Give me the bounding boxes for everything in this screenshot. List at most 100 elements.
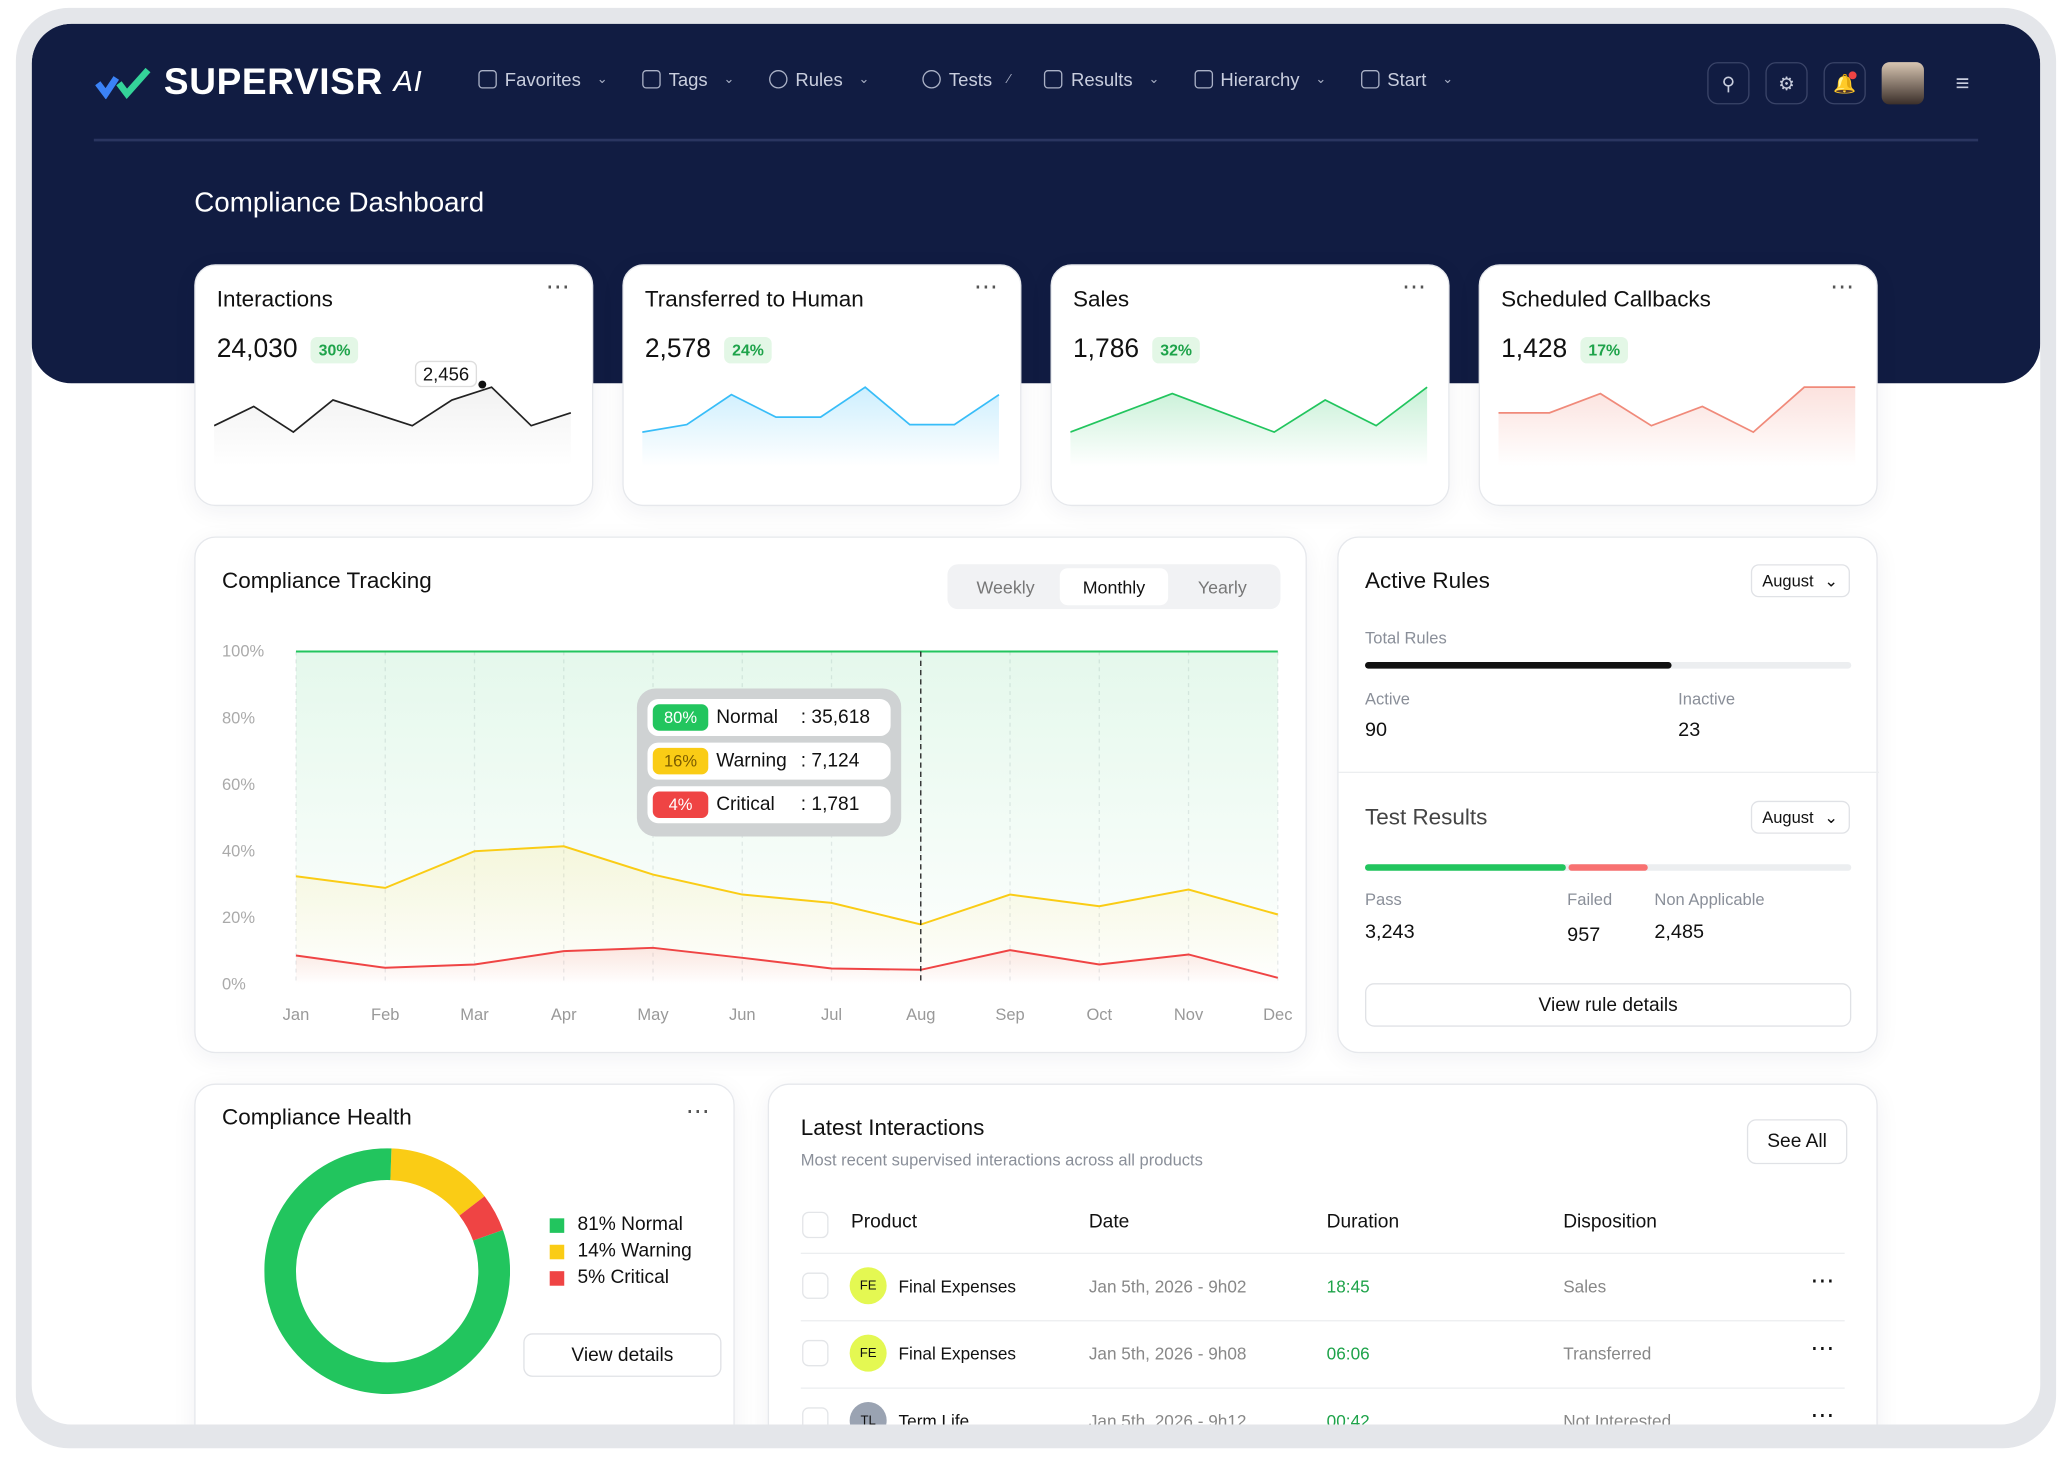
kpi-value: 1,786 32%	[1073, 334, 1200, 364]
more-icon[interactable]: ⋯	[1402, 273, 1428, 300]
product: Term Life	[898, 1411, 970, 1425]
nav-start[interactable]: Start ⌄	[1360, 68, 1453, 90]
change-badge: 32%	[1152, 336, 1200, 364]
nav-hierarchy[interactable]: Hierarchy ⌄	[1193, 69, 1326, 90]
legend-normal: 81% Normal	[549, 1214, 692, 1236]
product: Final Expenses	[898, 1343, 1017, 1364]
period-monthly[interactable]: Monthly	[1059, 568, 1169, 606]
date: Jan 5th, 2026 - 9h12	[1088, 1411, 1247, 1425]
pct-badge: 80%	[652, 704, 709, 731]
value: 2,578	[644, 334, 711, 364]
sparkline-area	[642, 387, 999, 467]
pass-count: 3,243	[1365, 921, 1415, 944]
month-select[interactable]: August ⌄	[1750, 564, 1850, 598]
notifications-button[interactable]: 🔔	[1823, 62, 1866, 105]
logo[interactable]: SUPERVISR AI	[95, 61, 422, 103]
view-rule-details-button[interactable]: View rule details	[1365, 983, 1852, 1027]
sparkline-tooltip: 2,456	[414, 360, 478, 388]
card-title: Active Rules	[1365, 568, 1490, 594]
search-button[interactable]: ⚲	[1707, 62, 1750, 105]
sparkline-area	[1070, 387, 1428, 467]
row-checkbox[interactable]	[802, 1407, 829, 1425]
y-tick-label: 100%	[222, 643, 265, 661]
kpi-title: Sales	[1072, 286, 1130, 312]
app-window: SUPERVISR AI Favorites ⌄ Tags ⌄ Rules ⌄ Test…	[31, 23, 2041, 1425]
health-donut-chart	[264, 1148, 511, 1395]
kpi-card: Sales ⋯ 1,786 32%	[1050, 264, 1450, 507]
table-row[interactable]: TL Term Life Jan 5th, 2026 - 9h12 00:42 …	[800, 1387, 1845, 1425]
failed-count: 957	[1567, 923, 1601, 947]
change-badge: 17%	[1580, 336, 1629, 364]
month-select[interactable]: August ⌄	[1750, 800, 1850, 834]
external-icon	[1360, 70, 1380, 89]
gear-icon: ⚙	[1778, 72, 1795, 94]
duration: 06:06	[1326, 1343, 1370, 1364]
column-header[interactable]: Duration	[1326, 1211, 1400, 1233]
row-checkbox[interactable]	[802, 1272, 829, 1299]
more-icon[interactable]: ⋯	[1810, 1334, 1835, 1362]
more-icon[interactable]: ⋯	[545, 273, 571, 300]
logo-text: SUPERVISR	[163, 60, 383, 102]
avatar[interactable]	[1881, 62, 1924, 105]
column-header[interactable]: Disposition	[1563, 1211, 1657, 1233]
duration: 00:42	[1326, 1411, 1370, 1425]
donut-slice	[264, 1148, 511, 1395]
menu-icon[interactable]: ≡	[1955, 69, 1970, 96]
swatch	[549, 1244, 565, 1259]
row-checkbox[interactable]	[802, 1339, 829, 1367]
see-all-button[interactable]: See All	[1746, 1119, 1848, 1165]
sparkline	[214, 380, 572, 467]
search-icon: ⚲	[1721, 72, 1736, 94]
table-row[interactable]: FE Final Expenses Jan 5th, 2026 - 9h02 1…	[800, 1252, 1845, 1319]
x-tick-label: Jun	[729, 1006, 756, 1024]
compliance-tracking-card: Compliance Tracking Weekly Monthly Yearl…	[194, 536, 1307, 1054]
nav-results[interactable]: Results ⌄	[1044, 69, 1160, 90]
value: 1,428	[1501, 334, 1568, 364]
value: 24,030	[216, 334, 298, 364]
legend-warning: 14% Warning	[549, 1241, 692, 1262]
divider	[1338, 771, 1880, 774]
chevron-down-icon: ⌄	[1148, 72, 1160, 87]
compliance-health-card: Compliance Health ⋯ 81% Normal 14% Warni…	[194, 1083, 735, 1425]
nav-label: Tests	[948, 68, 993, 90]
nav-tags[interactable]: Tags ⌄	[642, 69, 735, 90]
more-icon[interactable]: ⋯	[1830, 273, 1856, 300]
settings-button[interactable]: ⚙	[1765, 62, 1808, 105]
sparkline-line	[214, 386, 572, 434]
header-divider	[93, 138, 1979, 142]
series-line	[295, 946, 1279, 979]
change-badge: 24%	[724, 336, 772, 364]
x-tick-label: Mar	[460, 1006, 489, 1024]
select-all-checkbox[interactable]	[802, 1211, 829, 1239]
column-header[interactable]: Product	[850, 1211, 918, 1233]
column-header[interactable]: Date	[1088, 1211, 1130, 1233]
nav-label: Favorites	[504, 68, 581, 90]
sparkline	[1498, 386, 1856, 467]
nav-rules[interactable]: Rules ⌄	[768, 69, 870, 90]
table-row[interactable]: FE Final Expenses Jan 5th, 2026 - 9h08 0…	[800, 1320, 1845, 1386]
more-icon[interactable]: ⋯	[973, 273, 999, 300]
x-tick-label: Jan	[283, 1006, 310, 1024]
period-weekly[interactable]: Weekly	[976, 576, 1035, 597]
more-icon[interactable]: ⋯	[685, 1098, 710, 1125]
inactive-count: 23	[1678, 718, 1701, 742]
product-avatar: TL	[849, 1402, 887, 1425]
logo-check-icon	[95, 67, 151, 100]
more-icon[interactable]: ⋯	[1810, 1402, 1835, 1425]
legend-label: 81% Normal	[577, 1214, 683, 1236]
page-title: Compliance Dashboard	[194, 187, 485, 219]
main-nav: Favorites ⌄ Tags ⌄ Rules ⌄ Tests ⁄ Results ⌄ …	[478, 69, 1487, 90]
more-icon[interactable]: ⋯	[1810, 1267, 1835, 1294]
nav-favorites[interactable]: Favorites ⌄	[478, 68, 608, 90]
view-details-button[interactable]: View details	[523, 1333, 722, 1377]
nav-tests[interactable]: Tests ⁄	[922, 68, 1010, 90]
pass-fill	[1365, 864, 1566, 871]
period-yearly[interactable]: Yearly	[1197, 576, 1247, 597]
sparkline	[1070, 386, 1428, 467]
chevron-down-icon: ⌄	[1824, 808, 1839, 828]
x-tick-label: Sep	[995, 1006, 1024, 1024]
series-area	[295, 947, 1278, 985]
nav-label: Start	[1387, 68, 1427, 90]
product-avatar: FE	[849, 1334, 887, 1372]
tooltip-normal: 80% Normal: 35,618	[647, 699, 891, 737]
